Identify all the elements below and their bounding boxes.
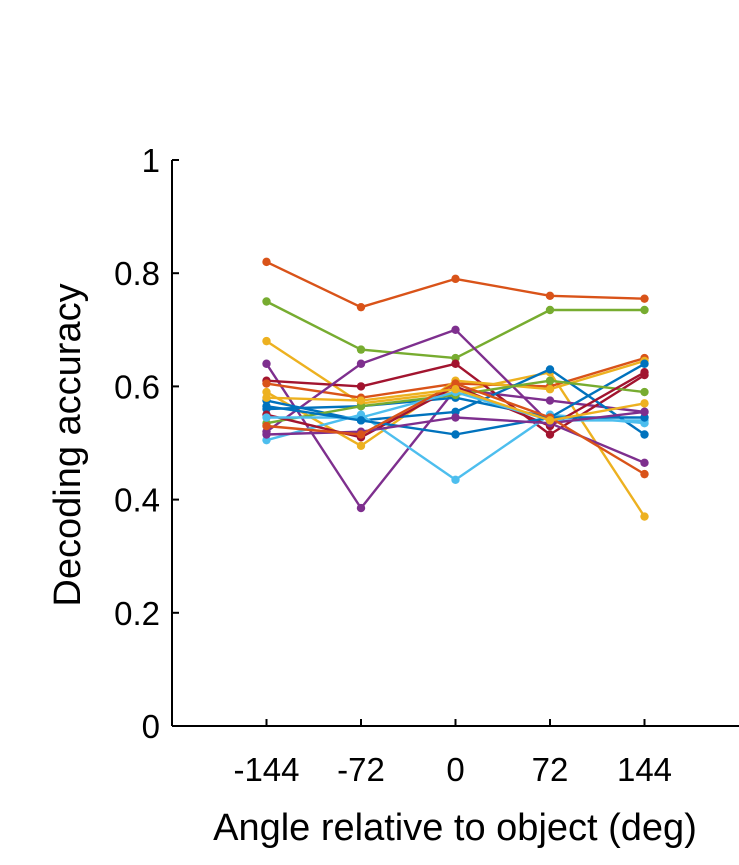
series-line <box>266 413 645 481</box>
data-point <box>545 376 555 385</box>
series-1 <box>262 257 649 312</box>
data-point <box>356 503 366 513</box>
data-point <box>356 382 366 391</box>
data-point <box>262 379 271 388</box>
data-point <box>640 430 649 439</box>
x-tick-label: 72 <box>532 751 569 788</box>
data-point <box>545 385 555 394</box>
y-tick-label: 0.2 <box>114 595 160 632</box>
data-point <box>640 512 649 521</box>
data-point <box>451 385 460 394</box>
data-point <box>545 416 555 425</box>
series-line <box>265 260 645 309</box>
data-point <box>262 336 271 346</box>
y-tick-label: 1 <box>142 142 160 179</box>
data-point <box>262 257 271 267</box>
data-point <box>451 413 460 422</box>
data-point <box>640 458 649 468</box>
data-point <box>545 291 555 301</box>
y-tick-label: 0 <box>142 708 160 745</box>
data-point <box>451 274 460 284</box>
x-tick-label: 0 <box>446 751 464 788</box>
data-point <box>356 441 366 451</box>
data-point <box>262 430 271 439</box>
x-tick-label: 144 <box>617 751 672 788</box>
data-point <box>262 359 271 368</box>
data-point <box>356 416 366 425</box>
data-point <box>356 302 366 312</box>
data-point <box>262 297 271 306</box>
data-point <box>451 359 460 368</box>
data-point <box>356 396 366 405</box>
data-point <box>356 345 366 354</box>
data-point <box>545 396 555 405</box>
x-tick-label: -144 <box>233 751 299 788</box>
series-18 <box>262 385 649 425</box>
x-axis-title: Angle relative to object (deg) <box>213 807 697 849</box>
data-point <box>640 359 649 368</box>
data-point <box>262 413 271 422</box>
y-tick-label: 0.8 <box>114 255 160 292</box>
y-axis-title: Decoding accuracy <box>47 283 89 606</box>
data-point <box>451 430 460 439</box>
data-point <box>262 402 271 411</box>
plot-axes: 0 0.2 0.4 0.6 0.8 1 -144 -72 0 72 144 <box>114 142 739 788</box>
data-point <box>262 393 271 402</box>
plot-series <box>262 257 649 521</box>
data-point <box>356 430 366 439</box>
data-point <box>356 359 366 368</box>
data-point <box>640 407 649 417</box>
data-point <box>545 305 555 315</box>
data-point <box>640 399 649 408</box>
data-point <box>545 430 555 439</box>
data-point <box>451 475 460 484</box>
data-point <box>640 368 649 377</box>
x-tick-label: -72 <box>337 751 385 788</box>
data-point <box>640 469 649 479</box>
data-point <box>545 365 555 374</box>
y-tick-label: 0.6 <box>114 368 160 405</box>
data-point <box>640 387 649 397</box>
data-point <box>451 325 460 334</box>
data-point <box>640 294 649 303</box>
data-point <box>262 421 271 431</box>
y-tick-label: 0.4 <box>114 482 160 519</box>
data-point <box>640 305 649 315</box>
